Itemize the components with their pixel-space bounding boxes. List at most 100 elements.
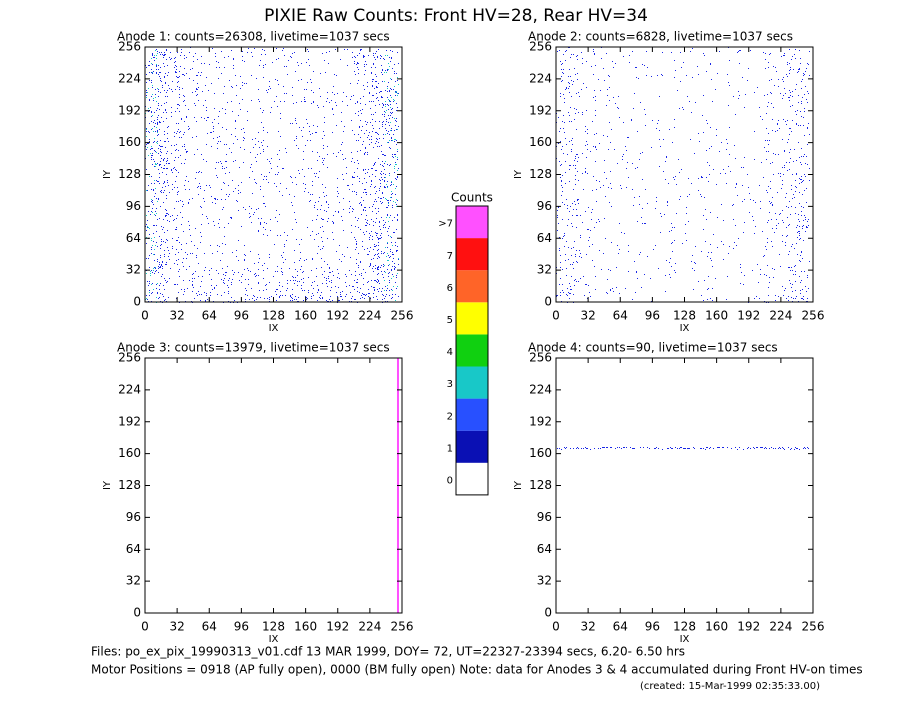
y-tick-label: 256 [529,351,552,365]
colorbar-cell [456,270,488,303]
colorbar-label: >7 [438,219,453,230]
x-tick-label: 192 [326,309,349,323]
x-tick-label: 128 [262,309,285,323]
y-axis-label: IY [102,169,113,179]
colorbar-title: Counts [451,191,493,205]
y-tick-label: 160 [118,446,141,460]
colorbar-label: 0 [447,475,453,486]
y-tick-label: 128 [529,167,552,181]
y-tick-label: 32 [537,263,552,277]
y-tick-label: 128 [529,478,552,492]
x-tick-label: 256 [802,620,825,634]
x-tick-label: 32 [580,620,595,634]
x-tick-label: 96 [234,620,249,634]
footer-line: Files: po_ex_pix_19990313_v01.cdf 13 MAR… [91,645,685,659]
y-tick-label: 32 [126,263,141,277]
panel-title: Anode 4: counts=90, livetime=1037 secs [528,341,778,355]
panel-title: Anode 2: counts=6828, livetime=1037 secs [528,30,793,44]
y-tick-label: 32 [126,574,141,588]
x-tick-label: 64 [202,620,217,634]
panel-title: Anode 3: counts=13979, livetime=1037 sec… [117,341,390,355]
x-tick-label: 64 [202,309,217,323]
colorbar-cell [456,238,488,271]
x-tick-label: 224 [769,620,792,634]
x-axis-label: IX [269,323,279,334]
x-tick-label: 160 [705,620,728,634]
x-tick-label: 160 [294,309,317,323]
y-axis-label: IY [102,480,113,490]
y-tick-label: 224 [118,382,141,396]
y-tick-label: 32 [537,574,552,588]
footer-line: (created: 15-Mar-1999 02:35:33.00) [640,681,820,692]
x-tick-label: 256 [391,309,414,323]
y-tick-label: 96 [537,510,552,524]
x-tick-label: 32 [169,620,184,634]
y-tick-label: 224 [118,71,141,85]
y-axis-label: IY [513,480,524,490]
plot-frame [144,357,403,614]
y-tick-label: 96 [126,199,141,213]
y-tick-label: 192 [529,103,552,117]
colorbar-label: 6 [447,283,453,294]
x-tick-label: 32 [580,309,595,323]
x-tick-label: 224 [358,620,381,634]
x-tick-label: 0 [552,309,560,323]
y-tick-label: 0 [133,606,141,620]
x-tick-label: 32 [169,309,184,323]
x-axis-label: IX [680,634,690,645]
x-tick-label: 256 [391,620,414,634]
colorbar-cell [456,206,488,239]
y-tick-label: 160 [529,135,552,149]
x-tick-label: 64 [613,309,628,323]
x-tick-label: 96 [645,620,660,634]
y-tick-label: 0 [133,295,141,309]
pixel-hits [556,47,810,303]
x-tick-label: 96 [645,309,660,323]
pixel-hits [145,47,399,303]
colorbar-label: 5 [447,315,453,326]
figure-title: PIXIE Raw Counts: Front HV=28, Rear HV=3… [264,6,648,26]
y-tick-label: 96 [537,199,552,213]
panel-title: Anode 1: counts=26308, livetime=1037 sec… [117,30,390,44]
x-tick-label: 224 [358,309,381,323]
y-tick-label: 192 [118,103,141,117]
x-axis-label: IX [269,634,279,645]
x-tick-label: 192 [737,309,760,323]
y-tick-label: 224 [529,71,552,85]
y-tick-label: 128 [118,478,141,492]
y-tick-label: 256 [529,40,552,54]
x-tick-label: 256 [802,309,825,323]
x-tick-label: 0 [552,620,560,634]
y-tick-label: 160 [118,135,141,149]
y-tick-label: 64 [126,231,141,245]
y-tick-label: 64 [126,542,141,556]
colorbar-label: 1 [447,443,453,454]
plot-frame [555,357,814,614]
y-tick-label: 160 [529,446,552,460]
y-tick-label: 64 [537,542,552,556]
colorbar-cell [456,398,488,431]
x-tick-label: 0 [141,309,149,323]
y-tick-label: 224 [529,382,552,396]
x-tick-label: 160 [705,309,728,323]
colorbar-cell [456,462,488,495]
pixel-hits [557,447,809,450]
x-tick-label: 96 [234,309,249,323]
x-tick-label: 64 [613,620,628,634]
colorbar-cell [456,302,488,335]
x-tick-label: 160 [294,620,317,634]
y-tick-label: 256 [118,351,141,365]
y-tick-label: 0 [544,295,552,309]
colorbar-cell [456,430,488,463]
x-tick-label: 192 [326,620,349,634]
y-tick-label: 192 [529,414,552,428]
colorbar-cell [456,334,488,367]
x-tick-label: 128 [673,309,696,323]
x-axis-label: IX [680,323,690,334]
colorbar-label: 4 [447,347,453,358]
y-tick-label: 96 [126,510,141,524]
y-tick-label: 64 [537,231,552,245]
colorbar-label: 3 [447,379,453,390]
x-tick-label: 192 [737,620,760,634]
